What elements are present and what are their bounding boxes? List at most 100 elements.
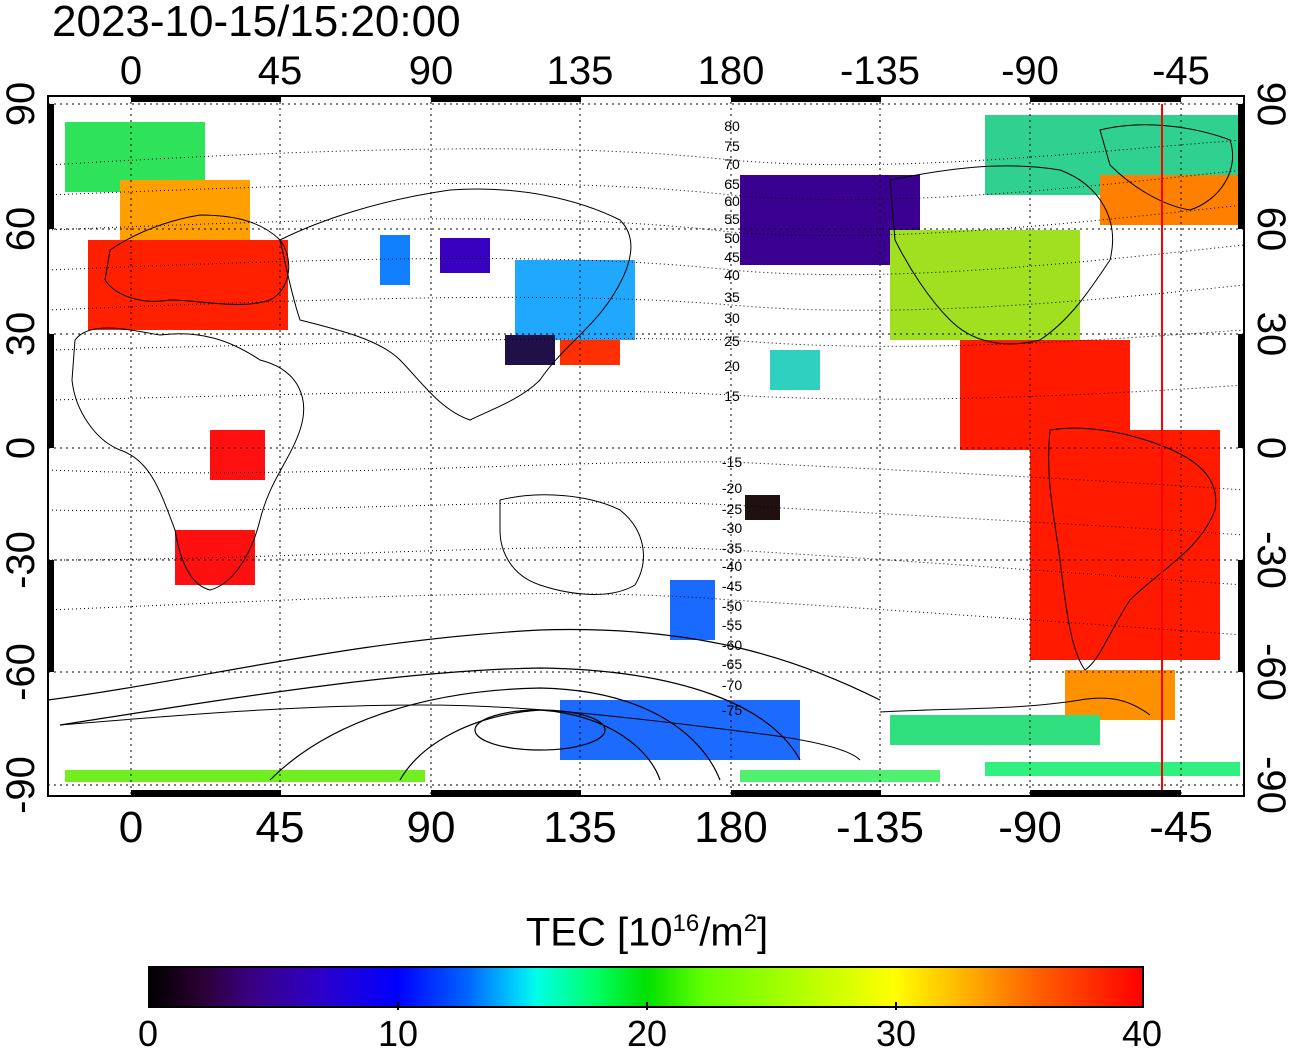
contour-label: 45 — [724, 249, 740, 265]
coast-antarctica-left — [59, 704, 861, 761]
tec-patch-south-america — [1030, 430, 1220, 660]
contour-labels: 80 75 70 65 60 55 50 45 40 35 30 25 20 1… — [722, 118, 742, 718]
coast-north-america — [889, 165, 1114, 345]
top-axis-label: 180 — [698, 49, 765, 93]
left-axis-label: -30 — [0, 531, 43, 589]
contour-label: -75 — [722, 702, 742, 718]
tec-patch-east-asia — [515, 260, 635, 340]
contour-label: 65 — [724, 176, 740, 192]
contour-label: -55 — [722, 617, 742, 633]
bottom-axis-label: -45 — [1149, 803, 1213, 852]
tec-patch-south-pole-mid — [740, 770, 940, 782]
coast-south-america — [1048, 427, 1217, 671]
bottom-axis-label: 90 — [407, 803, 456, 852]
bottom-axis-label: -135 — [836, 803, 924, 852]
top-axis-labels: 0 45 90 135 180 -135 -90 -45 — [120, 49, 1210, 93]
right-axis-label: -90 — [1249, 756, 1293, 814]
contour-label: 15 — [724, 388, 740, 404]
colorbar-label: 30 — [875, 1013, 917, 1054]
tec-patch-pacific-dark — [745, 495, 780, 520]
contour-label: -15 — [722, 454, 742, 470]
tec-patch-greenland — [1100, 175, 1240, 225]
tec-patch-antarctic-atlantic — [890, 715, 1100, 745]
right-axis-label: 60 — [1249, 207, 1293, 252]
left-axis-label: 0 — [0, 437, 43, 459]
left-axis-labels: 90 60 30 0 -30 -60 -90 — [0, 82, 43, 814]
contour-label: 30 — [724, 310, 740, 326]
tec-patch-north-america — [890, 230, 1080, 340]
tec-patch-asia-2 — [440, 238, 490, 273]
colorbar-label: 10 — [377, 1013, 419, 1054]
right-axis-label: 30 — [1249, 312, 1293, 357]
top-axis-label: 45 — [258, 49, 303, 93]
tec-patch-south-pole-right — [985, 762, 1240, 776]
colorbar-tick — [895, 1002, 897, 1010]
contour-label: 50 — [724, 230, 740, 246]
contour-label: 60 — [724, 193, 740, 209]
contour-label: -65 — [722, 656, 742, 672]
left-axis-label: 30 — [0, 312, 43, 357]
colorbar-tick — [397, 1002, 399, 1010]
contour-label: 40 — [724, 267, 740, 283]
coastlines — [59, 124, 1234, 761]
colorbar-label: 40 — [1121, 1013, 1163, 1054]
tec-patch-antarctic-pacific — [560, 700, 800, 760]
top-axis-label: 90 — [409, 49, 454, 93]
tec-patch-antarctic-peninsula — [1065, 670, 1175, 720]
contour-label: -40 — [722, 558, 742, 574]
bottom-axis-label: -90 — [998, 803, 1062, 852]
tec-patch-china-dark — [505, 335, 555, 365]
south-magnetic-pole-contours — [47, 628, 881, 781]
top-axis-label: -135 — [840, 49, 920, 93]
right-axis-label: -60 — [1249, 643, 1293, 701]
colorbar-tick — [646, 1002, 648, 1010]
frame-tick-bars — [48, 96, 1244, 796]
tec-patch-south-pole-left — [65, 770, 425, 782]
left-axis-label: 60 — [0, 207, 43, 252]
right-axis-labels: 90 60 30 0 -30 -60 -90 — [1249, 82, 1293, 814]
colorbar-title: TEC [1016/m2] — [525, 910, 769, 955]
contour-label: -30 — [722, 520, 742, 536]
coast-asia — [279, 188, 632, 421]
contour-label: 55 — [724, 211, 740, 227]
left-axis-label: 90 — [0, 82, 43, 127]
tec-patch-new-zealand — [670, 580, 715, 640]
contour-label: -25 — [722, 501, 742, 517]
right-axis-label: 0 — [1249, 437, 1293, 459]
left-axis-label: -60 — [0, 643, 43, 701]
bottom-axis-label: 45 — [256, 803, 305, 852]
tec-world-map: 0 45 90 135 180 -135 -90 -45 0 45 90 135… — [0, 49, 1293, 852]
bottom-axis-label: 135 — [543, 803, 616, 852]
left-axis-label: -90 — [0, 756, 43, 814]
contour-label: -70 — [722, 677, 742, 693]
contour-label: -50 — [722, 598, 742, 614]
right-axis-label: 90 — [1249, 82, 1293, 127]
contour-label: -45 — [722, 578, 742, 594]
contour-label: 35 — [724, 289, 740, 305]
contour-label: 75 — [724, 138, 740, 154]
contour-label: 25 — [724, 333, 740, 349]
contour-label: -35 — [722, 540, 742, 556]
coast-europe — [104, 214, 290, 305]
coast-australia — [499, 494, 644, 595]
contour-label: -20 — [722, 480, 742, 496]
tec-patch-europe — [88, 240, 288, 330]
right-axis-label: -30 — [1249, 531, 1293, 589]
coast-africa — [71, 327, 305, 591]
colorbar-label: 0 — [137, 1013, 159, 1054]
top-axis-label: -90 — [1001, 49, 1059, 93]
coast-greenland — [1099, 124, 1234, 211]
bottom-axis-labels: 0 45 90 135 180 -135 -90 -45 — [119, 803, 1213, 852]
tec-patch-hawaii — [770, 350, 820, 390]
tec-patch-south-africa — [175, 530, 255, 585]
contour-label: 70 — [724, 156, 740, 172]
top-axis-label: 135 — [547, 49, 614, 93]
bottom-axis-label: 180 — [694, 803, 767, 852]
tec-colorbar — [148, 966, 1144, 1008]
contour-label: 20 — [724, 358, 740, 374]
colorbar-label: 20 — [626, 1013, 668, 1054]
coast-antarctica-right — [879, 697, 1151, 716]
tec-patch-central-africa — [210, 430, 265, 480]
bottom-axis-label: 0 — [119, 803, 143, 852]
tec-patch-central-asia — [380, 235, 410, 285]
